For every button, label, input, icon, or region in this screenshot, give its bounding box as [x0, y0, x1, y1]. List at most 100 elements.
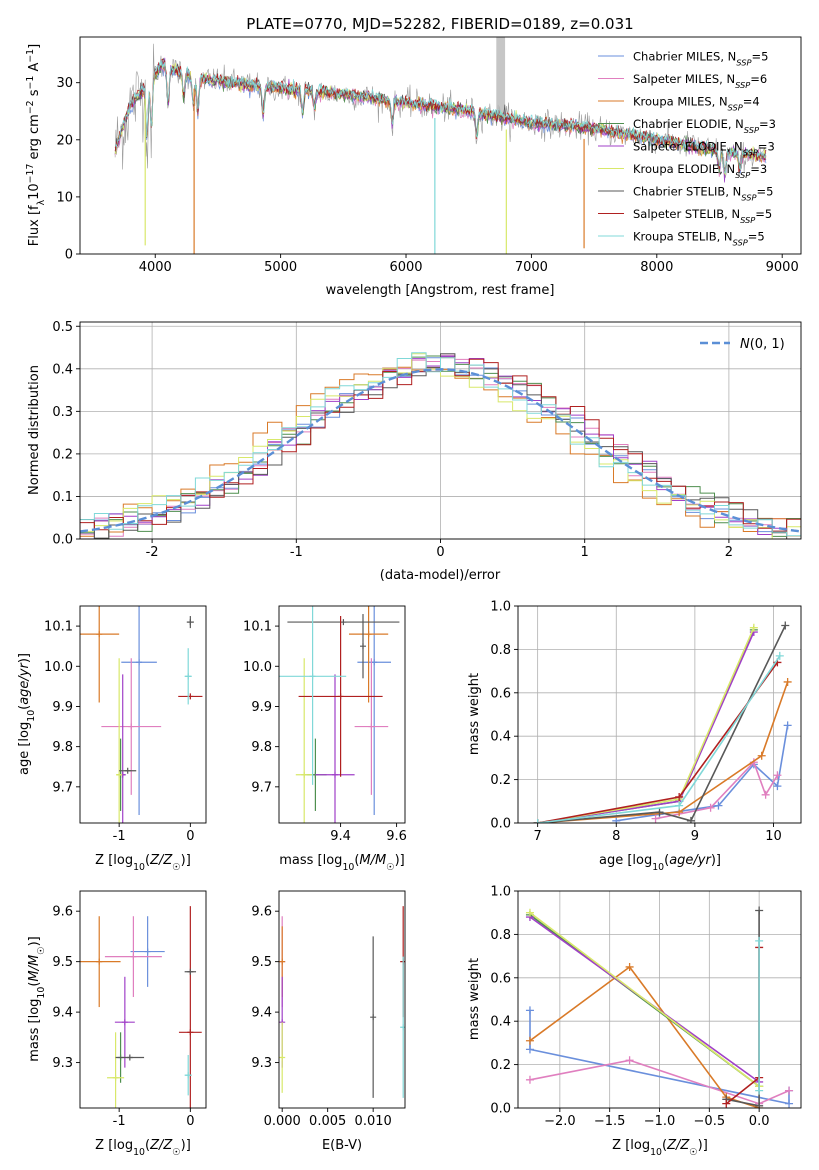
legend-label: Chabrier STELIB, NSSP=5 [633, 185, 773, 203]
axes-frame [79, 36, 802, 255]
y-tick-label: 20 [56, 133, 73, 148]
data-point-marker [749, 623, 758, 632]
x-tick-label: 2 [725, 545, 733, 560]
axes-frame [79, 890, 207, 1109]
x-tick-label: 10 [765, 829, 782, 844]
data-point-marker [612, 816, 621, 823]
y-tick-label: 9.3 [251, 1056, 272, 1071]
y-tick-label: 9.8 [251, 740, 272, 755]
y-tick-label: 0.0 [52, 533, 73, 548]
y-tick-label: 0.2 [52, 447, 73, 462]
x-axis-label: Z [log10(Z/Z☉)] [95, 853, 191, 873]
x-tick-label: 0 [186, 829, 194, 844]
y-tick-label: 0.4 [52, 362, 73, 377]
y-tick-label: 10 [56, 190, 73, 205]
y-tick-label: 9.8 [52, 740, 73, 755]
data-point-marker [301, 771, 308, 778]
x-tick-label: 0.000 [264, 1114, 301, 1129]
x-tick-label: 4000 [139, 260, 172, 275]
plot-area [80, 606, 203, 823]
data-point-marker [755, 906, 764, 915]
y-tick-label: 0.2 [490, 1058, 511, 1073]
plot-area [80, 352, 801, 539]
y-tick-label: 0.0 [490, 1102, 511, 1117]
x-tick-label: 0.005 [309, 1114, 346, 1129]
x-tick-label: 8000 [640, 260, 673, 275]
panel-weight_vs_age: 7 8 9 10 0.0 0.2 0.4 0.6 0.8 1.0 age [log10(age/yr… [467, 600, 802, 873]
y-tick-label: 0.8 [490, 928, 511, 943]
axes-frame [278, 605, 406, 824]
data-point-marker [185, 673, 192, 680]
weight-series-line [616, 725, 789, 822]
legend-label: Kroupa ELODIE, NSSP=3 [633, 162, 767, 180]
x-tick-label: −2.0 [544, 1114, 576, 1129]
data-point-marker [755, 1086, 764, 1095]
x-tick-label: 0.0 [749, 1114, 770, 1129]
axes-frame [278, 890, 406, 1109]
x-tick-label: 6000 [389, 260, 422, 275]
weight-series-line [529, 1059, 790, 1105]
data-point-marker [112, 1074, 119, 1081]
data-point-marker [130, 953, 137, 960]
y-tick-label: 10.1 [44, 620, 73, 635]
x-tick-label: 7 [534, 829, 542, 844]
x-tick-label: 8 [612, 829, 620, 844]
y-axis-label: mass [log10(M/M☉)] [27, 936, 47, 1062]
y-tick-label: 0.6 [490, 971, 511, 986]
data-point-marker [525, 908, 534, 917]
data-point-marker [775, 651, 784, 660]
panel-weight_vs_Z: −2.0 −1.5 −1.0 −0.5 0.0 0.0 0.2 0.4 0.6 0.8 1.0 Z [… [467, 885, 802, 1158]
x-tick-label: 1 [581, 545, 589, 560]
figure-title: PLATE=0770, MJD=52282, FIBERID=0189, z=0… [246, 15, 633, 33]
data-point-marker [783, 721, 792, 730]
data-point-marker [96, 631, 103, 638]
weight-series-line [537, 681, 789, 823]
x-tick-label: −1.0 [644, 1114, 676, 1129]
legend-label: Chabrier MILES, NSSP=5 [633, 50, 768, 68]
data-point-marker [279, 958, 286, 965]
plot-area [525, 906, 794, 1108]
plot-area [279, 606, 400, 823]
data-point-marker [337, 693, 344, 700]
data-point-marker [187, 619, 194, 626]
data-point-marker [675, 792, 684, 801]
y-axis-label: Flux [fλ10−17 erg cm−2 s−1 A−1] [25, 44, 47, 246]
plot-area [114, 37, 767, 254]
y-tick-label: 0 [65, 248, 73, 263]
axes-frame [517, 605, 802, 824]
x-tick-label: 9.6 [386, 829, 407, 844]
data-point-marker [686, 816, 695, 823]
data-point-marker [340, 619, 347, 626]
y-tick-label: 9.9 [251, 700, 272, 715]
data-point-marker [533, 819, 542, 823]
plot-area [279, 906, 405, 1098]
data-point-marker [124, 767, 131, 774]
y-tick-label: 0.2 [490, 773, 511, 788]
y-tick-label: 9.6 [251, 905, 272, 920]
y-tick-label: 0.5 [52, 320, 73, 335]
legend-label: Kroupa MILES, NSSP=4 [633, 95, 760, 113]
data-point-marker [525, 1075, 534, 1084]
data-point-marker [625, 1056, 634, 1065]
y-tick-label: 9.5 [52, 955, 73, 970]
data-point-marker [371, 659, 378, 666]
data-point-marker [785, 1099, 794, 1108]
data-point-marker [755, 1101, 764, 1108]
data-point-marker [755, 936, 764, 945]
data-point-marker [783, 677, 792, 686]
data-point-marker [144, 948, 151, 955]
y-tick-label: 0.4 [490, 730, 511, 745]
weight-series-line [529, 1010, 790, 1105]
legend-label: Chabrier ELODIE, NSSP=3 [633, 117, 776, 135]
x-tick-label: 9.4 [330, 829, 351, 844]
panel-mass_vs_EBV: 0.000 0.005 0.010 9.3 9.4 9.5 9.6 E(B-V) [251, 890, 406, 1153]
panel-age_vs_mass: 9.4 9.6 9.7 9.8 9.9 10.0 10.1 mass [log10(M/M☉)… [243, 605, 407, 873]
data-point-marker [655, 808, 664, 817]
data-point-marker [360, 643, 366, 650]
y-tick-label: 10.0 [243, 660, 272, 675]
x-tick-label: 0 [436, 545, 444, 560]
data-point-marker [625, 962, 634, 971]
data-point-marker [136, 659, 143, 666]
data-point-marker [525, 1045, 534, 1054]
y-tick-label: 10.0 [44, 660, 73, 675]
